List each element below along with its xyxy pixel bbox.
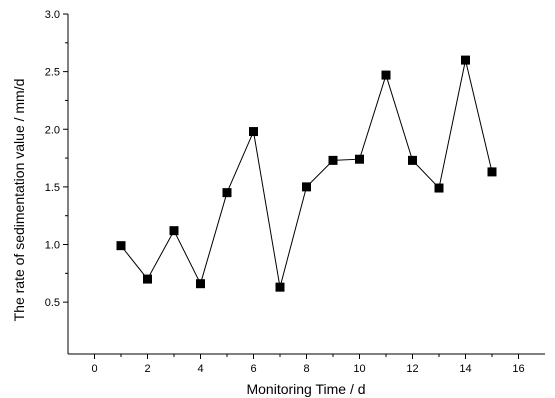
data-point — [355, 154, 364, 164]
x-tick-label: 14 — [459, 363, 471, 375]
x-tick-label: 4 — [197, 363, 203, 375]
data-point — [487, 167, 497, 177]
series — [116, 55, 497, 292]
data-point — [434, 183, 444, 193]
data-point — [275, 282, 285, 292]
data-point — [408, 155, 417, 165]
y-tick-label: 2.0 — [45, 124, 60, 136]
data-point — [222, 188, 232, 198]
y-tick-label: 1.0 — [45, 240, 60, 252]
data-point — [196, 279, 205, 289]
x-axis-title: Monitoring Time / d — [246, 381, 365, 397]
y-tick-label: 0.5 — [45, 297, 60, 309]
y-axis-title: The rate of sedimentation value / mm/d — [11, 79, 27, 322]
x-tick-label: 6 — [250, 363, 256, 375]
data-point — [328, 155, 338, 165]
data-point — [302, 182, 311, 192]
data-point — [143, 274, 152, 284]
y-tick-label: 1.5 — [45, 182, 60, 194]
x-tick-label: 16 — [512, 363, 524, 375]
x-tick-label: 2 — [144, 363, 150, 375]
data-point — [381, 70, 391, 80]
x-tick-label: 8 — [303, 363, 309, 375]
data-point — [116, 241, 126, 251]
ticks: 0 2 4 6 8 10 12 14 16 0.5 1.0 1.5 2.0 2.5 3.0 — [45, 9, 525, 375]
y-tick-label: 3.0 — [45, 9, 60, 21]
x-tick-label: 12 — [406, 363, 418, 375]
data-point — [169, 226, 179, 236]
x-tick-label: 10 — [353, 363, 365, 375]
y-tick-label: 2.5 — [45, 67, 60, 79]
data-point — [461, 55, 470, 65]
series-line — [120, 59, 493, 288]
data-point — [249, 127, 258, 137]
x-tick-label: 0 — [91, 363, 97, 375]
